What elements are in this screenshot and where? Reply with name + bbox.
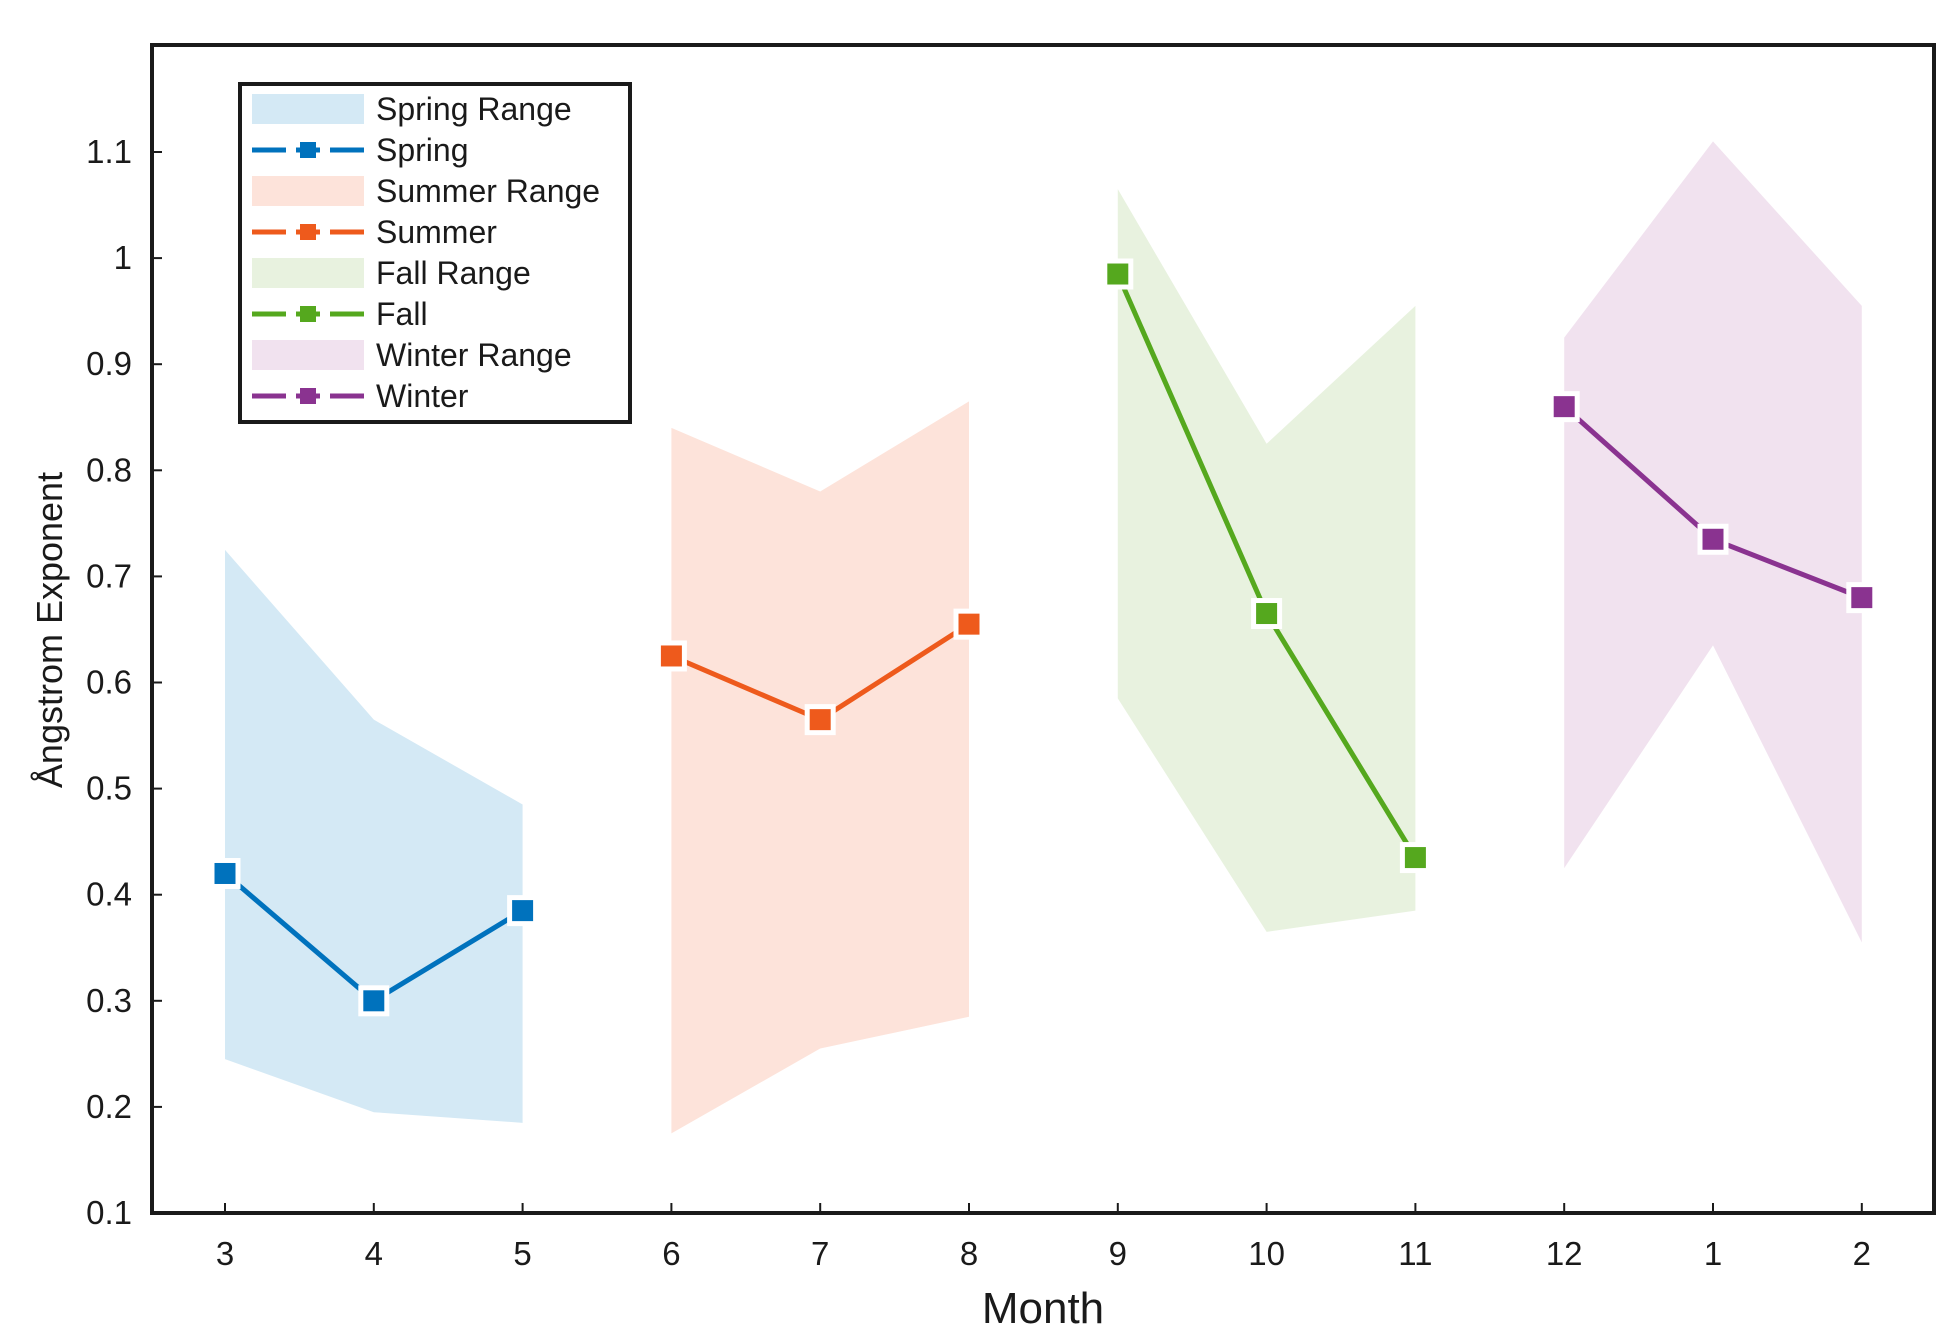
x-tick-label: 7 (811, 1235, 829, 1272)
fall-legend-label: Fall (376, 296, 428, 332)
winter-range-legend-label: Winter Range (376, 337, 572, 373)
y-tick-label: 0.1 (86, 1194, 132, 1231)
spring-legend-label: Spring (376, 132, 469, 168)
y-tick-label: 0.4 (86, 876, 132, 913)
x-axis-ticks: 3 4 5 6 7 8 9 10 11 12 1 2 (216, 1203, 1871, 1272)
y-tick-label: 1 (114, 239, 132, 276)
x-tick-label: 12 (1546, 1235, 1583, 1272)
y-tick-label: 0.5 (86, 770, 132, 807)
y-axis-ticks: 0.1 0.2 0.3 0.4 0.5 0.6 0.7 0.8 0.9 1 1.1 (86, 133, 162, 1231)
summer-range-legend-label: Summer Range (376, 173, 600, 209)
winter-marker (1697, 523, 1729, 555)
range-bands (225, 141, 1862, 1134)
fall-range-legend-swatch (252, 258, 364, 288)
y-tick-label: 0.7 (86, 557, 132, 594)
summer-legend-label: Summer (376, 214, 497, 250)
summer-marker (655, 640, 687, 672)
summer-marker (953, 608, 985, 640)
y-tick-label: 0.8 (86, 451, 132, 488)
summer-marker (804, 704, 836, 736)
fall-marker (1251, 598, 1283, 630)
x-tick-label: 5 (513, 1235, 531, 1272)
x-tick-label: 10 (1248, 1235, 1285, 1272)
y-tick-label: 0.2 (86, 1088, 132, 1125)
x-tick-label: 8 (960, 1235, 978, 1272)
y-tick-label: 0.3 (86, 982, 132, 1019)
y-axis-title: Ångstrom Exponent (29, 472, 70, 788)
summer-range-band (671, 401, 969, 1134)
x-tick-label: 3 (216, 1235, 234, 1272)
legend: Spring Range Spring Summer Range Summer Fall… (238, 82, 632, 424)
spring-marker (209, 857, 241, 889)
x-axis-title: Month (982, 1284, 1104, 1333)
x-tick-label: 9 (1109, 1235, 1127, 1272)
summer-legend-marker (300, 224, 316, 240)
x-tick-label: 11 (1398, 1235, 1432, 1272)
spring-range-band (225, 549, 523, 1123)
x-tick-label: 6 (662, 1235, 680, 1272)
winter-marker (1846, 582, 1878, 614)
plot-frame (150, 43, 1936, 1215)
fall-marker (1399, 842, 1431, 874)
summer-range-legend-swatch (252, 176, 364, 206)
series-markers (209, 258, 1878, 1017)
fall-marker (1102, 258, 1134, 290)
fall-range-legend-label: Fall Range (376, 255, 531, 291)
fall-range-band (1117, 189, 1416, 932)
y-tick-label: 0.9 (86, 345, 132, 382)
spring-legend-marker (300, 142, 316, 158)
winter-legend-label: Winter (376, 378, 469, 414)
y-tick-label: 0.6 (86, 664, 132, 701)
winter-range-legend-swatch (252, 340, 364, 370)
y-tick-label: 1.1 (86, 133, 132, 170)
winter-legend-marker (300, 388, 316, 404)
x-tick-label: 1 (1704, 1235, 1722, 1272)
x-tick-label: 4 (365, 1235, 383, 1272)
spring-marker (358, 985, 390, 1017)
x-tick-label: 2 (1853, 1235, 1871, 1272)
winter-marker (1548, 391, 1580, 423)
spring-marker (507, 895, 539, 927)
fall-legend-marker (300, 306, 316, 322)
spring-range-legend-swatch (252, 94, 364, 124)
spring-range-legend-label: Spring Range (376, 91, 572, 127)
